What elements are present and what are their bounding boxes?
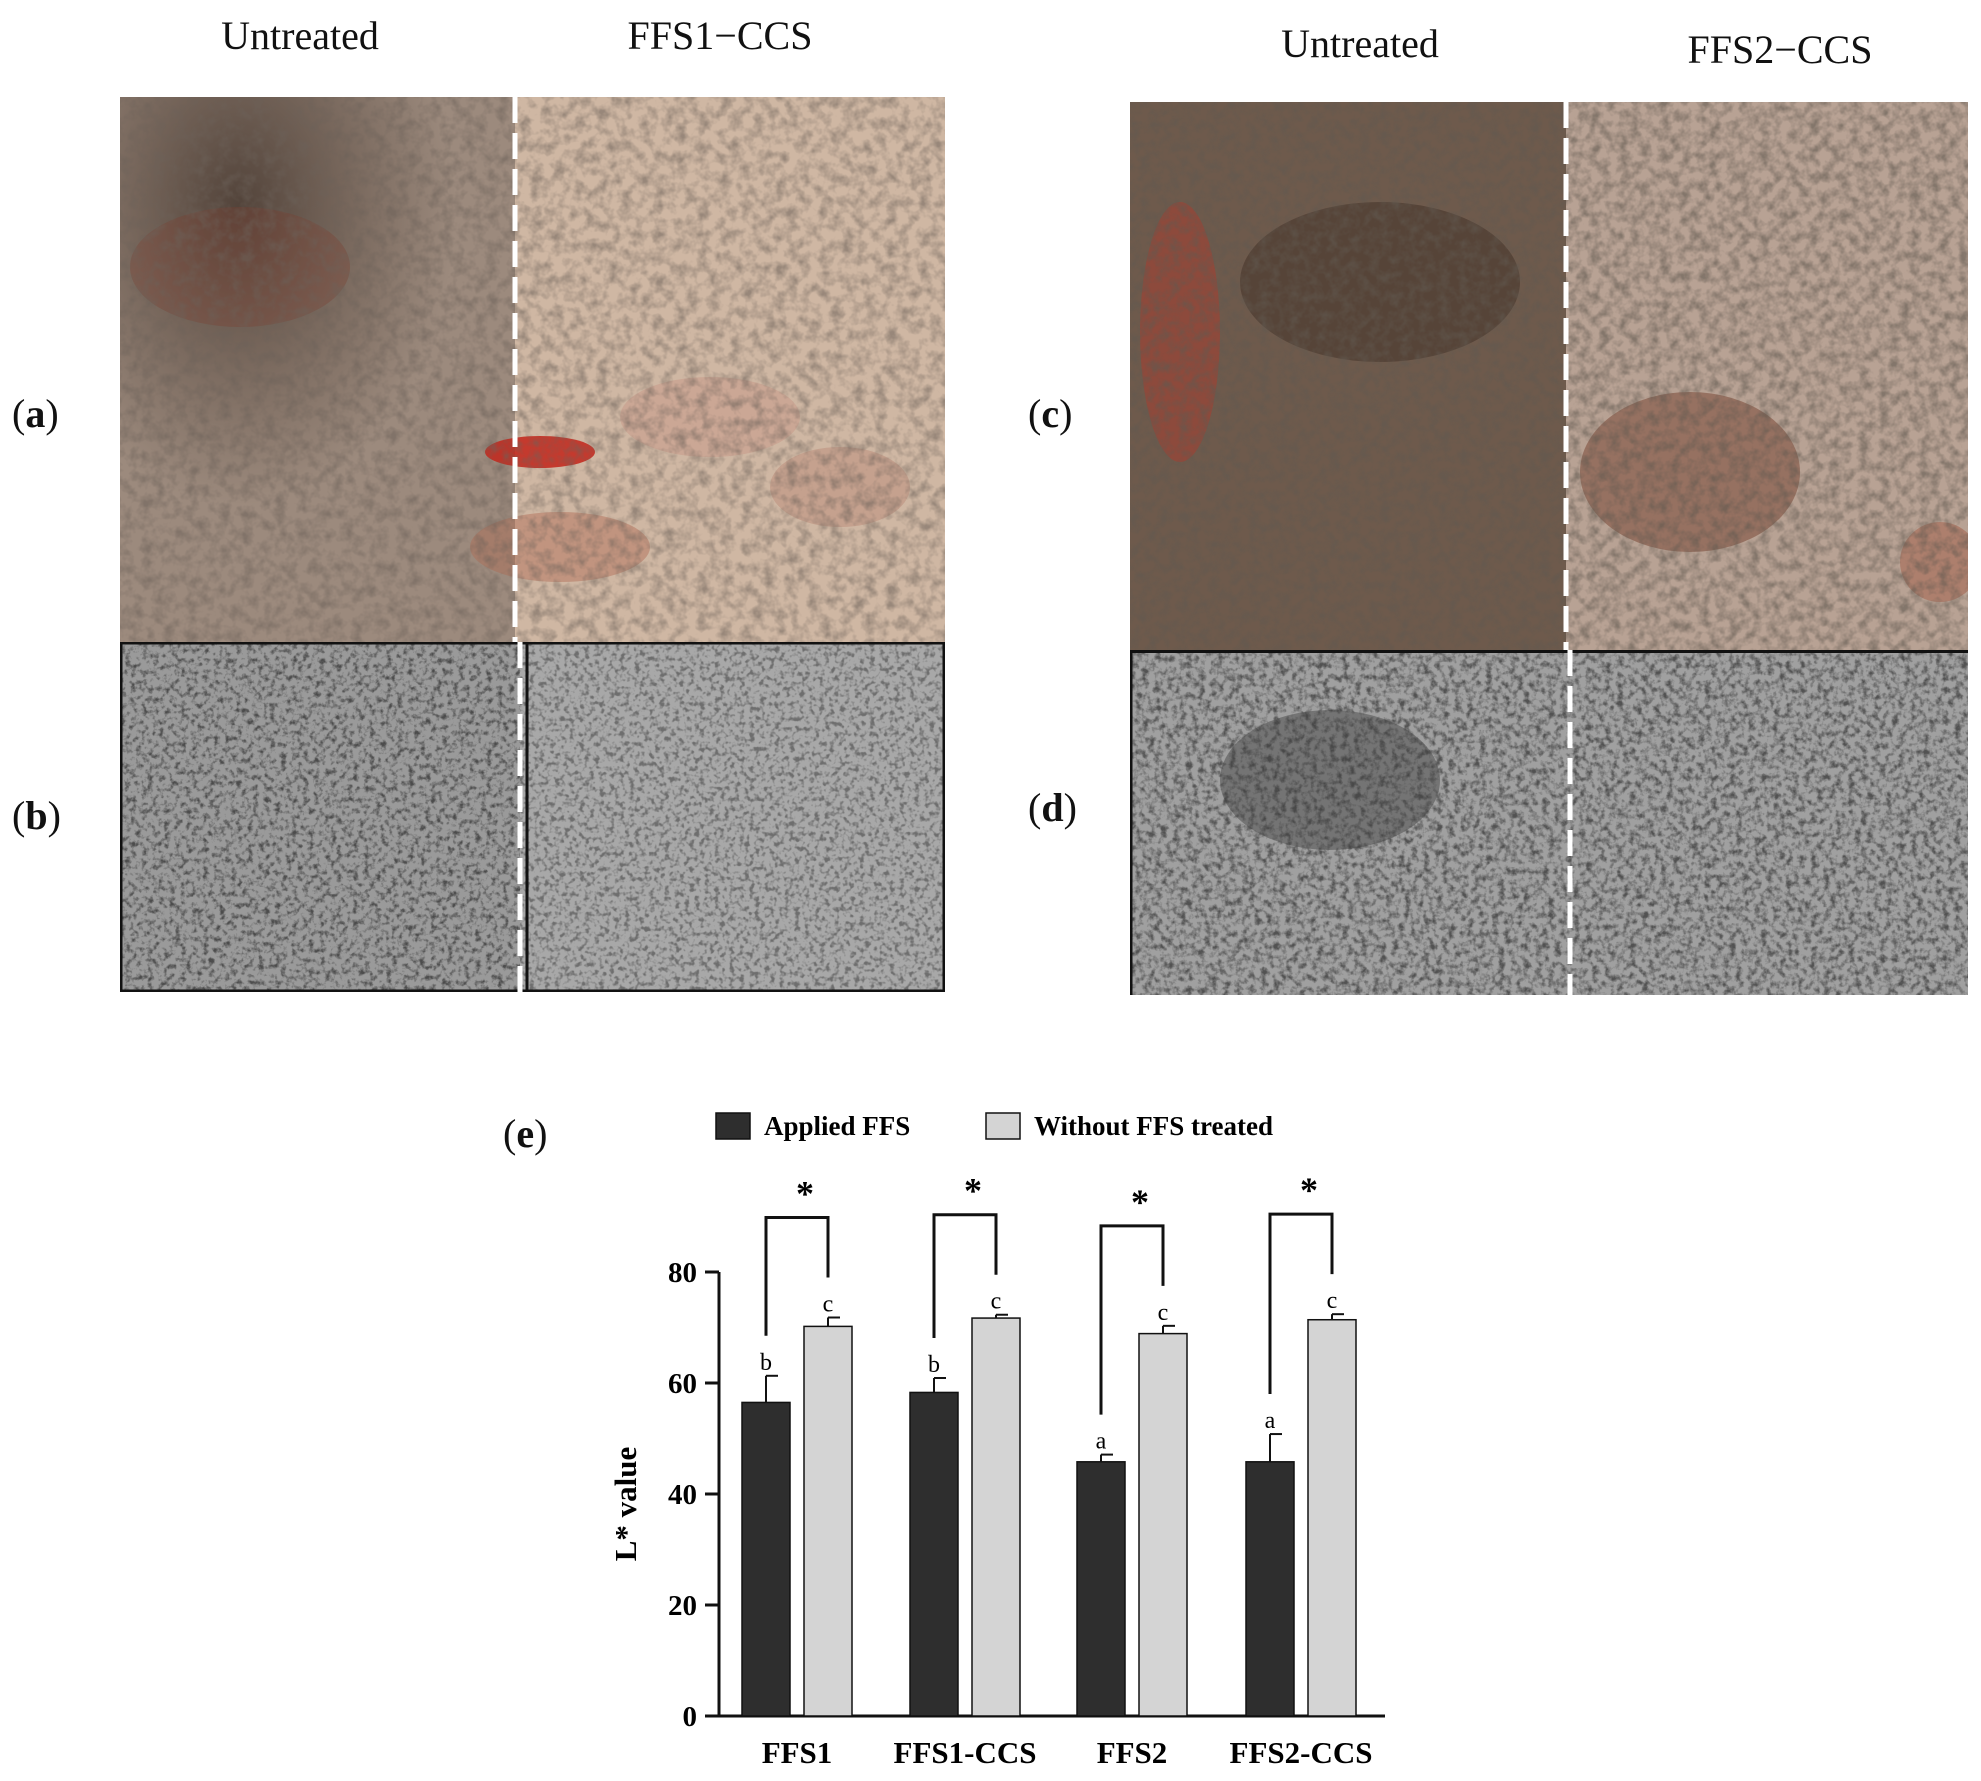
- bar-applied: [909, 1391, 959, 1717]
- y-tick-label: 40: [668, 1479, 697, 1511]
- right-untreated-label: Untreated: [1281, 21, 1439, 66]
- significance-letter: c: [991, 1289, 1002, 1315]
- bar-untreated: [971, 1317, 1021, 1717]
- bar-applied: [741, 1401, 791, 1717]
- legend-label: Without FFS treated: [1034, 1111, 1273, 1141]
- y-tick-label: 80: [668, 1257, 697, 1289]
- legend-swatch: [985, 1112, 1021, 1140]
- y-tick-label: 20: [668, 1590, 697, 1622]
- bar-applied: [1245, 1461, 1295, 1717]
- significance-letter: a: [1265, 1408, 1276, 1434]
- y-tick-label: 60: [668, 1368, 697, 1400]
- significance-star: *: [1131, 1182, 1149, 1222]
- significance-star: *: [1300, 1170, 1318, 1210]
- significance-bracket: [1099, 1224, 1165, 1415]
- significance-letter: b: [928, 1352, 940, 1378]
- significance-letter: c: [1327, 1288, 1338, 1314]
- y-tick-label: 0: [683, 1701, 698, 1733]
- x-tick-label: FFS1: [762, 1735, 833, 1770]
- bar-untreated: [803, 1325, 853, 1717]
- bar-applied: [1076, 1461, 1126, 1717]
- left-treated-label: FFS1−CCS: [627, 13, 813, 58]
- legend-swatch: [715, 1112, 751, 1140]
- significance-bracket: [932, 1213, 998, 1339]
- left-untreated-label: Untreated: [221, 13, 379, 58]
- photo-a-skin-color: [120, 97, 945, 642]
- significance-letter: c: [823, 1292, 834, 1318]
- significance-bracket: [764, 1216, 830, 1336]
- x-tick-label: FFS2: [1097, 1735, 1168, 1770]
- significance-star: *: [796, 1174, 814, 1214]
- significance-star: *: [964, 1171, 982, 1211]
- legend-label: Applied FFS: [764, 1111, 910, 1141]
- photo-d-skin-grayscale: [1130, 650, 1968, 995]
- panel-d-label: (d): [1028, 785, 1077, 830]
- panel-e-label: (e): [503, 1111, 548, 1156]
- x-tick-label: FFS2-CCS: [1230, 1735, 1373, 1770]
- right-treated-label: FFS2−CCS: [1687, 27, 1873, 72]
- x-tick-label: FFS1-CCS: [894, 1735, 1037, 1770]
- panel-a-label: (a): [12, 391, 59, 436]
- bar-untreated: [1138, 1332, 1188, 1717]
- panel-b-label: (b): [12, 793, 61, 838]
- photo-b-skin-grayscale: [120, 642, 945, 992]
- panel-c-label: (c): [1028, 391, 1073, 436]
- significance-letter: b: [760, 1350, 772, 1376]
- significance-letter: a: [1096, 1429, 1107, 1455]
- significance-letter: c: [1158, 1300, 1169, 1326]
- y-axis-label: L* value: [608, 1447, 643, 1562]
- photo-c-skin-color: [1130, 102, 1968, 652]
- significance-bracket: [1268, 1212, 1334, 1395]
- bar-untreated: [1307, 1318, 1357, 1717]
